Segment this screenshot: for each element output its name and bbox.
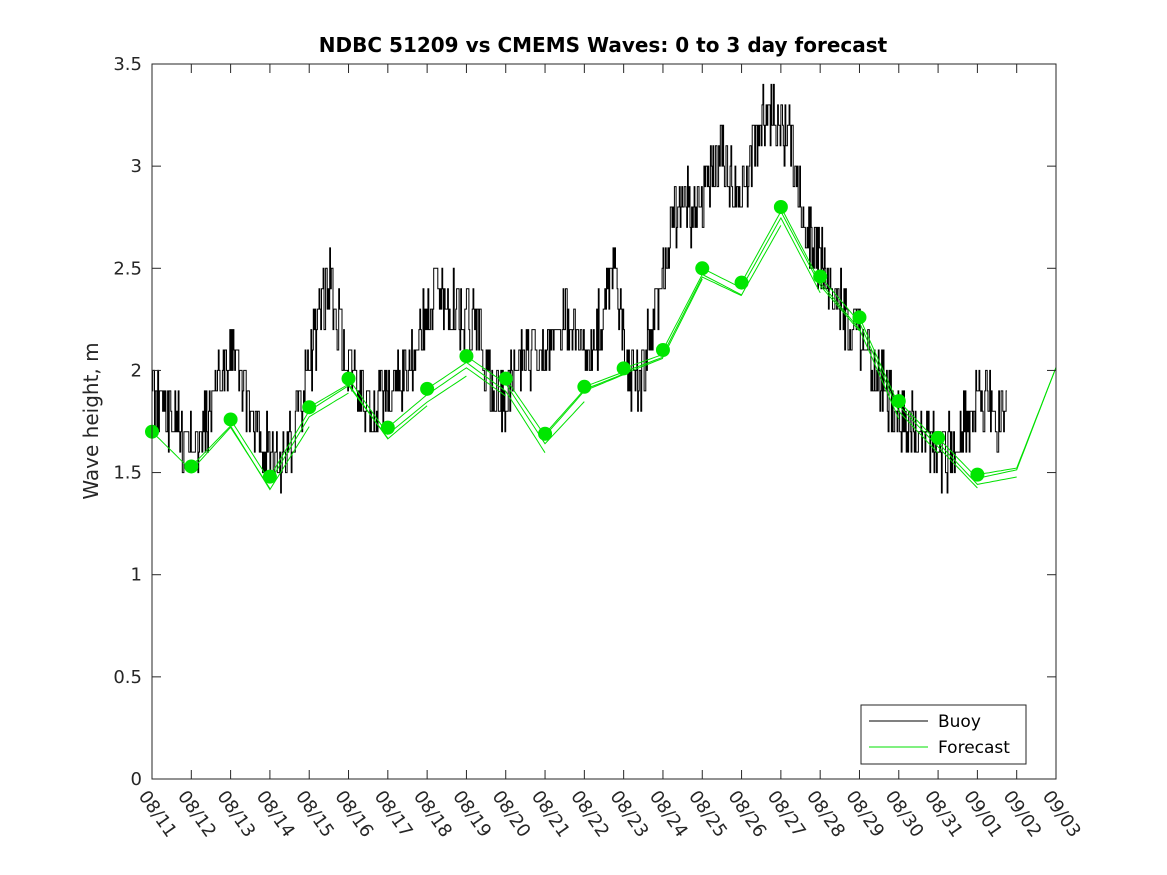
forecast-run-line [544,357,664,435]
forecast-start-marker [184,459,199,474]
forecast-start-marker [380,420,395,435]
y-tick-label: 2 [131,360,142,381]
legend-buoy-label: Buoy [938,712,981,732]
forecast-run-line [387,367,506,428]
y-axis: 0 0.5 1 1.5 2 2.5 3 3.5 [113,54,1056,790]
forecast-run-line [702,216,821,294]
plot-frame [151,63,1057,780]
forecast-start-marker [813,269,828,284]
forecast-run-line [623,276,742,369]
series-layer [151,83,1057,494]
forecast-run-line [741,210,860,332]
forecast-start-marker [459,349,474,364]
forecast-start-marker [341,371,356,386]
forecast-start-marker [970,467,985,482]
forecast-run-line [190,425,310,491]
forecast-run-line [348,375,467,436]
forecast-run-line [977,367,1057,476]
legend-forecast-label: Forecast [938,738,1010,758]
forecast-run-line [466,355,585,445]
forecast-start-marker [655,343,670,357]
y-tick-label: 3.5 [113,54,142,75]
forecast-start-marker [498,371,513,386]
forecast-start-marker [773,200,788,214]
forecast-run-line [505,374,624,437]
forecast-start-marker [616,361,631,376]
forecast-start-marker [577,379,592,394]
forecast-start-marker [302,400,317,415]
y-axis-label: Wave height, m [79,342,103,499]
forecast-start-marker [420,381,435,396]
buoy-line [152,83,1007,494]
forecast-start-marker [931,430,946,445]
legend: Buoy Forecast [860,704,1027,765]
forecast-start-marker [223,412,238,427]
forecast-start-marker [852,310,867,325]
forecast-run-line [898,400,1017,485]
forecast-run-line [426,361,546,453]
y-tick-label: 1 [131,565,142,586]
forecast-run-line [308,383,428,440]
forecast-run-line [859,317,978,489]
forecast-start-marker [262,469,277,484]
forecast-run-line [584,278,703,388]
forecast-start-marker [891,394,906,409]
forecast-run-line [780,206,900,420]
y-tick-label: 0.5 [113,667,142,688]
forecast-run-line [230,392,349,483]
y-tick-label: 0 [131,769,142,790]
forecast-start-markers [145,200,985,484]
legend-box [860,704,1027,765]
forecast-start-marker [695,261,710,276]
y-tick-label: 3 [131,156,142,177]
y-tick-label: 1.5 [113,463,142,484]
y-tick-label: 2.5 [113,258,142,279]
chart-title: NDBC 51209 vs CMEMS Waves: 0 to 3 day fo… [319,33,888,57]
forecast-run-line [819,276,939,454]
forecast-start-marker [538,426,553,441]
forecast-run-line [662,225,782,351]
forecast-start-marker [734,275,749,290]
